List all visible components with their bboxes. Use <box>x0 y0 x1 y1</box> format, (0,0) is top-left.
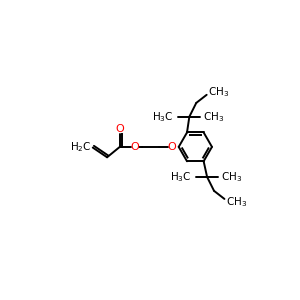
Text: CH$_3$: CH$_3$ <box>203 110 224 124</box>
Text: H$_3$C: H$_3$C <box>170 170 192 184</box>
Text: O: O <box>167 142 176 152</box>
Text: CH$_3$: CH$_3$ <box>221 170 242 184</box>
Text: H$_3$C: H$_3$C <box>152 110 174 124</box>
Text: CH$_3$: CH$_3$ <box>226 195 247 208</box>
Text: CH$_3$: CH$_3$ <box>208 85 229 99</box>
Text: O: O <box>116 124 124 134</box>
Text: H$_2$C: H$_2$C <box>70 140 92 154</box>
Text: O: O <box>130 142 139 152</box>
